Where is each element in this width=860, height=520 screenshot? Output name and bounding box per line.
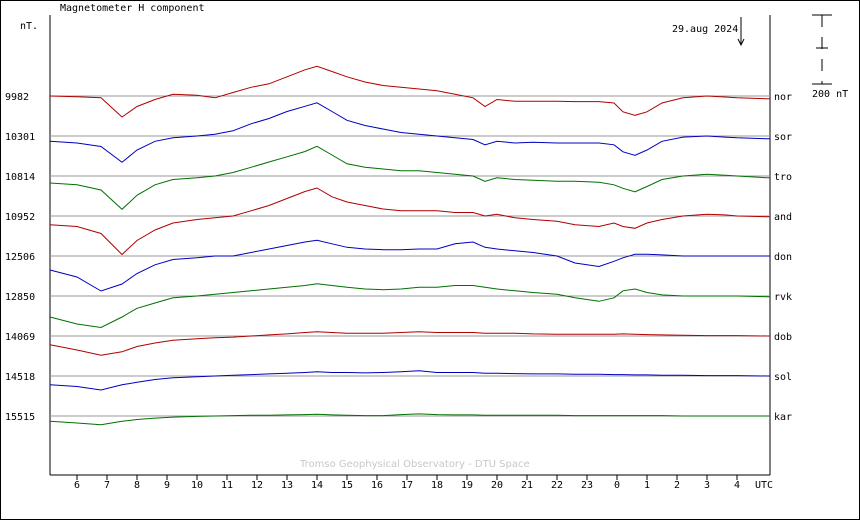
date-arrow [737,17,745,47]
series-line-tro [49,145,770,210]
x-tick-label-10: 10 [191,480,203,491]
x-tick-label-12: 12 [251,480,263,491]
series-line-nor [49,65,770,118]
station-label-nor: nor [774,92,792,103]
x-tick-label-0: 0 [614,480,620,491]
x-tick-label-18: 18 [431,480,443,491]
baseline-value-sol: 14518 [5,372,35,383]
chart-title: Magnetometer H component [60,3,205,14]
x-tick-label-21: 21 [521,480,533,491]
y-unit-label: nT. [20,21,38,32]
x-tick-label-4: 4 [734,480,740,491]
series-line-and [49,187,770,256]
series-line-rvk [49,283,770,329]
baseline-value-and: 10952 [5,212,35,223]
series-line-sol [49,370,770,391]
baseline-value-don: 12506 [5,252,35,263]
scale-bar [812,14,832,85]
x-tick-label-16: 16 [371,480,383,491]
baseline-value-rvk: 12850 [5,292,35,303]
watermark: Tromso Geophysical Observatory - DTU Spa… [299,459,530,470]
x-tick-label-19: 19 [461,480,473,491]
x-tick-label-3: 3 [704,480,710,491]
plot-area [49,15,771,476]
series-line-sor [49,102,770,163]
x-tick-label-13: 13 [281,480,293,491]
series-line-don [49,239,770,292]
station-label-kar: kar [774,412,792,423]
x-tick-label-9: 9 [164,480,170,491]
x-tick-label-8: 8 [134,480,140,491]
baseline-value-dob: 14069 [5,332,35,343]
date-label: 29.aug 2024 [672,24,738,35]
x-tick-label-7: 7 [104,480,110,491]
baseline-value-sor: 10301 [5,132,35,143]
baseline-value-nor: 9982 [5,92,29,103]
date-arrow-head [737,38,745,47]
baseline-value-kar: 15515 [5,412,35,423]
x-tick-label-6: 6 [74,480,80,491]
series-line-dob [49,331,770,356]
x-tick-label-11: 11 [221,480,233,491]
x-tick-label-20: 20 [491,480,503,491]
x-tick-label-1: 1 [644,480,650,491]
station-label-sor: sor [774,132,792,143]
x-tick-label-22: 22 [551,480,563,491]
x-tick-label-17: 17 [401,480,413,491]
x-tick-label-15: 15 [341,480,353,491]
x-tick-label-2: 2 [674,480,680,491]
baseline-value-tro: 10814 [5,172,35,183]
station-label-don: don [774,252,792,263]
scale-label: 200 nT [812,89,848,100]
x-tick-label-14: 14 [311,480,323,491]
series-line-kar [49,413,770,426]
station-label-dob: dob [774,332,792,343]
station-label-rvk: rvk [774,292,792,303]
x-tick-label-23: 23 [581,480,593,491]
x-unit-label: UTC [755,480,773,491]
station-label-and: and [774,212,792,223]
station-label-sol: sol [774,372,792,383]
station-label-tro: tro [774,172,792,183]
